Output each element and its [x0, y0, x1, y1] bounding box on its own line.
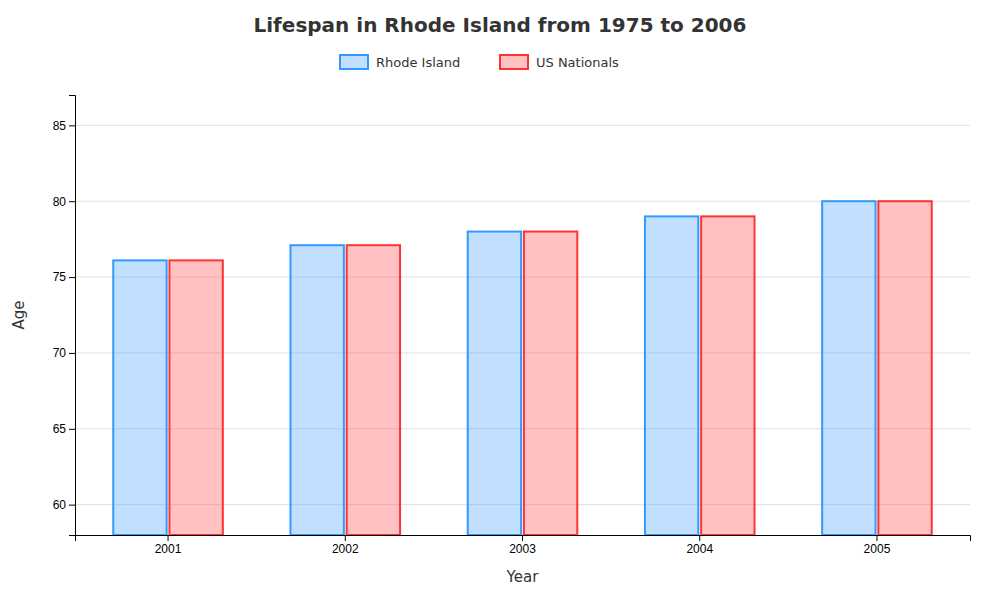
- tick: 2004: [686, 535, 713, 556]
- y-axis-title: Age: [10, 300, 28, 329]
- bar: [290, 245, 343, 535]
- tick-mark: [69, 429, 75, 430]
- tick: 80: [53, 195, 75, 209]
- tick: 70: [53, 346, 75, 360]
- bar: [113, 260, 166, 535]
- tick: 2003: [509, 535, 536, 556]
- tick-mark: [69, 505, 75, 506]
- tick-mark: [522, 535, 523, 541]
- tick-mark: [69, 125, 75, 126]
- tick-mark: [69, 201, 75, 202]
- grid-line: [75, 125, 970, 126]
- tick: 65: [53, 422, 75, 436]
- tick-label: 75: [53, 270, 67, 284]
- bar: [878, 201, 931, 535]
- bar: [468, 232, 521, 535]
- tick-mark: [168, 535, 169, 541]
- tick-mark: [345, 535, 346, 541]
- legend-swatch: [500, 55, 528, 69]
- legend: Rhode Island US Nationals: [340, 55, 619, 70]
- x-axis: 2001 2002 2003 2004 2005: [76, 535, 971, 556]
- tick: 2001: [155, 535, 182, 556]
- tick-mark: [876, 535, 877, 541]
- tick: 60: [53, 498, 75, 512]
- x-axis-title: Year: [506, 568, 540, 586]
- tick-mark: [699, 535, 700, 541]
- legend-item: US Nationals: [500, 55, 619, 70]
- y-axis: 60 65 70 75 80 85: [53, 96, 76, 536]
- tick-label: 2005: [864, 542, 891, 556]
- tick-mark: [69, 353, 75, 354]
- tick: 2002: [332, 535, 359, 556]
- tick: 85: [53, 119, 75, 133]
- bar: [822, 201, 875, 535]
- tick-label: 65: [53, 422, 67, 436]
- title: Lifespan in Rhode Island from 1975 to 20…: [254, 13, 747, 37]
- tick-mark: [69, 277, 75, 278]
- axis-line: [76, 536, 971, 542]
- tick: 2005: [864, 535, 891, 556]
- bar: [347, 245, 400, 535]
- chart: 2001 2002 2003 2004 2005 60 65 70 75 80 85 Lifespan…: [0, 0, 1000, 600]
- legend-label: Rhode Island: [376, 55, 460, 70]
- legend-swatch: [340, 55, 368, 69]
- bar-series: [169, 201, 931, 535]
- bar: [524, 232, 577, 535]
- tick-label: 2004: [686, 542, 713, 556]
- tick-label: 2003: [509, 542, 536, 556]
- tick-label: 2001: [155, 542, 182, 556]
- bar: [645, 216, 698, 535]
- bar: [701, 216, 754, 535]
- plot-area: 2001 2002 2003 2004 2005 60 65 70 75 80 85: [53, 96, 971, 556]
- axis-line: [69, 96, 76, 536]
- legend-label: US Nationals: [536, 55, 619, 70]
- tick-label: 70: [53, 346, 67, 360]
- bar-series: [113, 201, 875, 535]
- tick: 75: [53, 270, 75, 284]
- tick-label: 2002: [332, 542, 359, 556]
- tick-label: 80: [53, 195, 67, 209]
- legend-item: Rhode Island: [340, 55, 460, 70]
- tick-label: 85: [53, 119, 67, 133]
- bar: [169, 260, 222, 535]
- bars: [113, 201, 931, 535]
- tick-label: 60: [53, 498, 67, 512]
